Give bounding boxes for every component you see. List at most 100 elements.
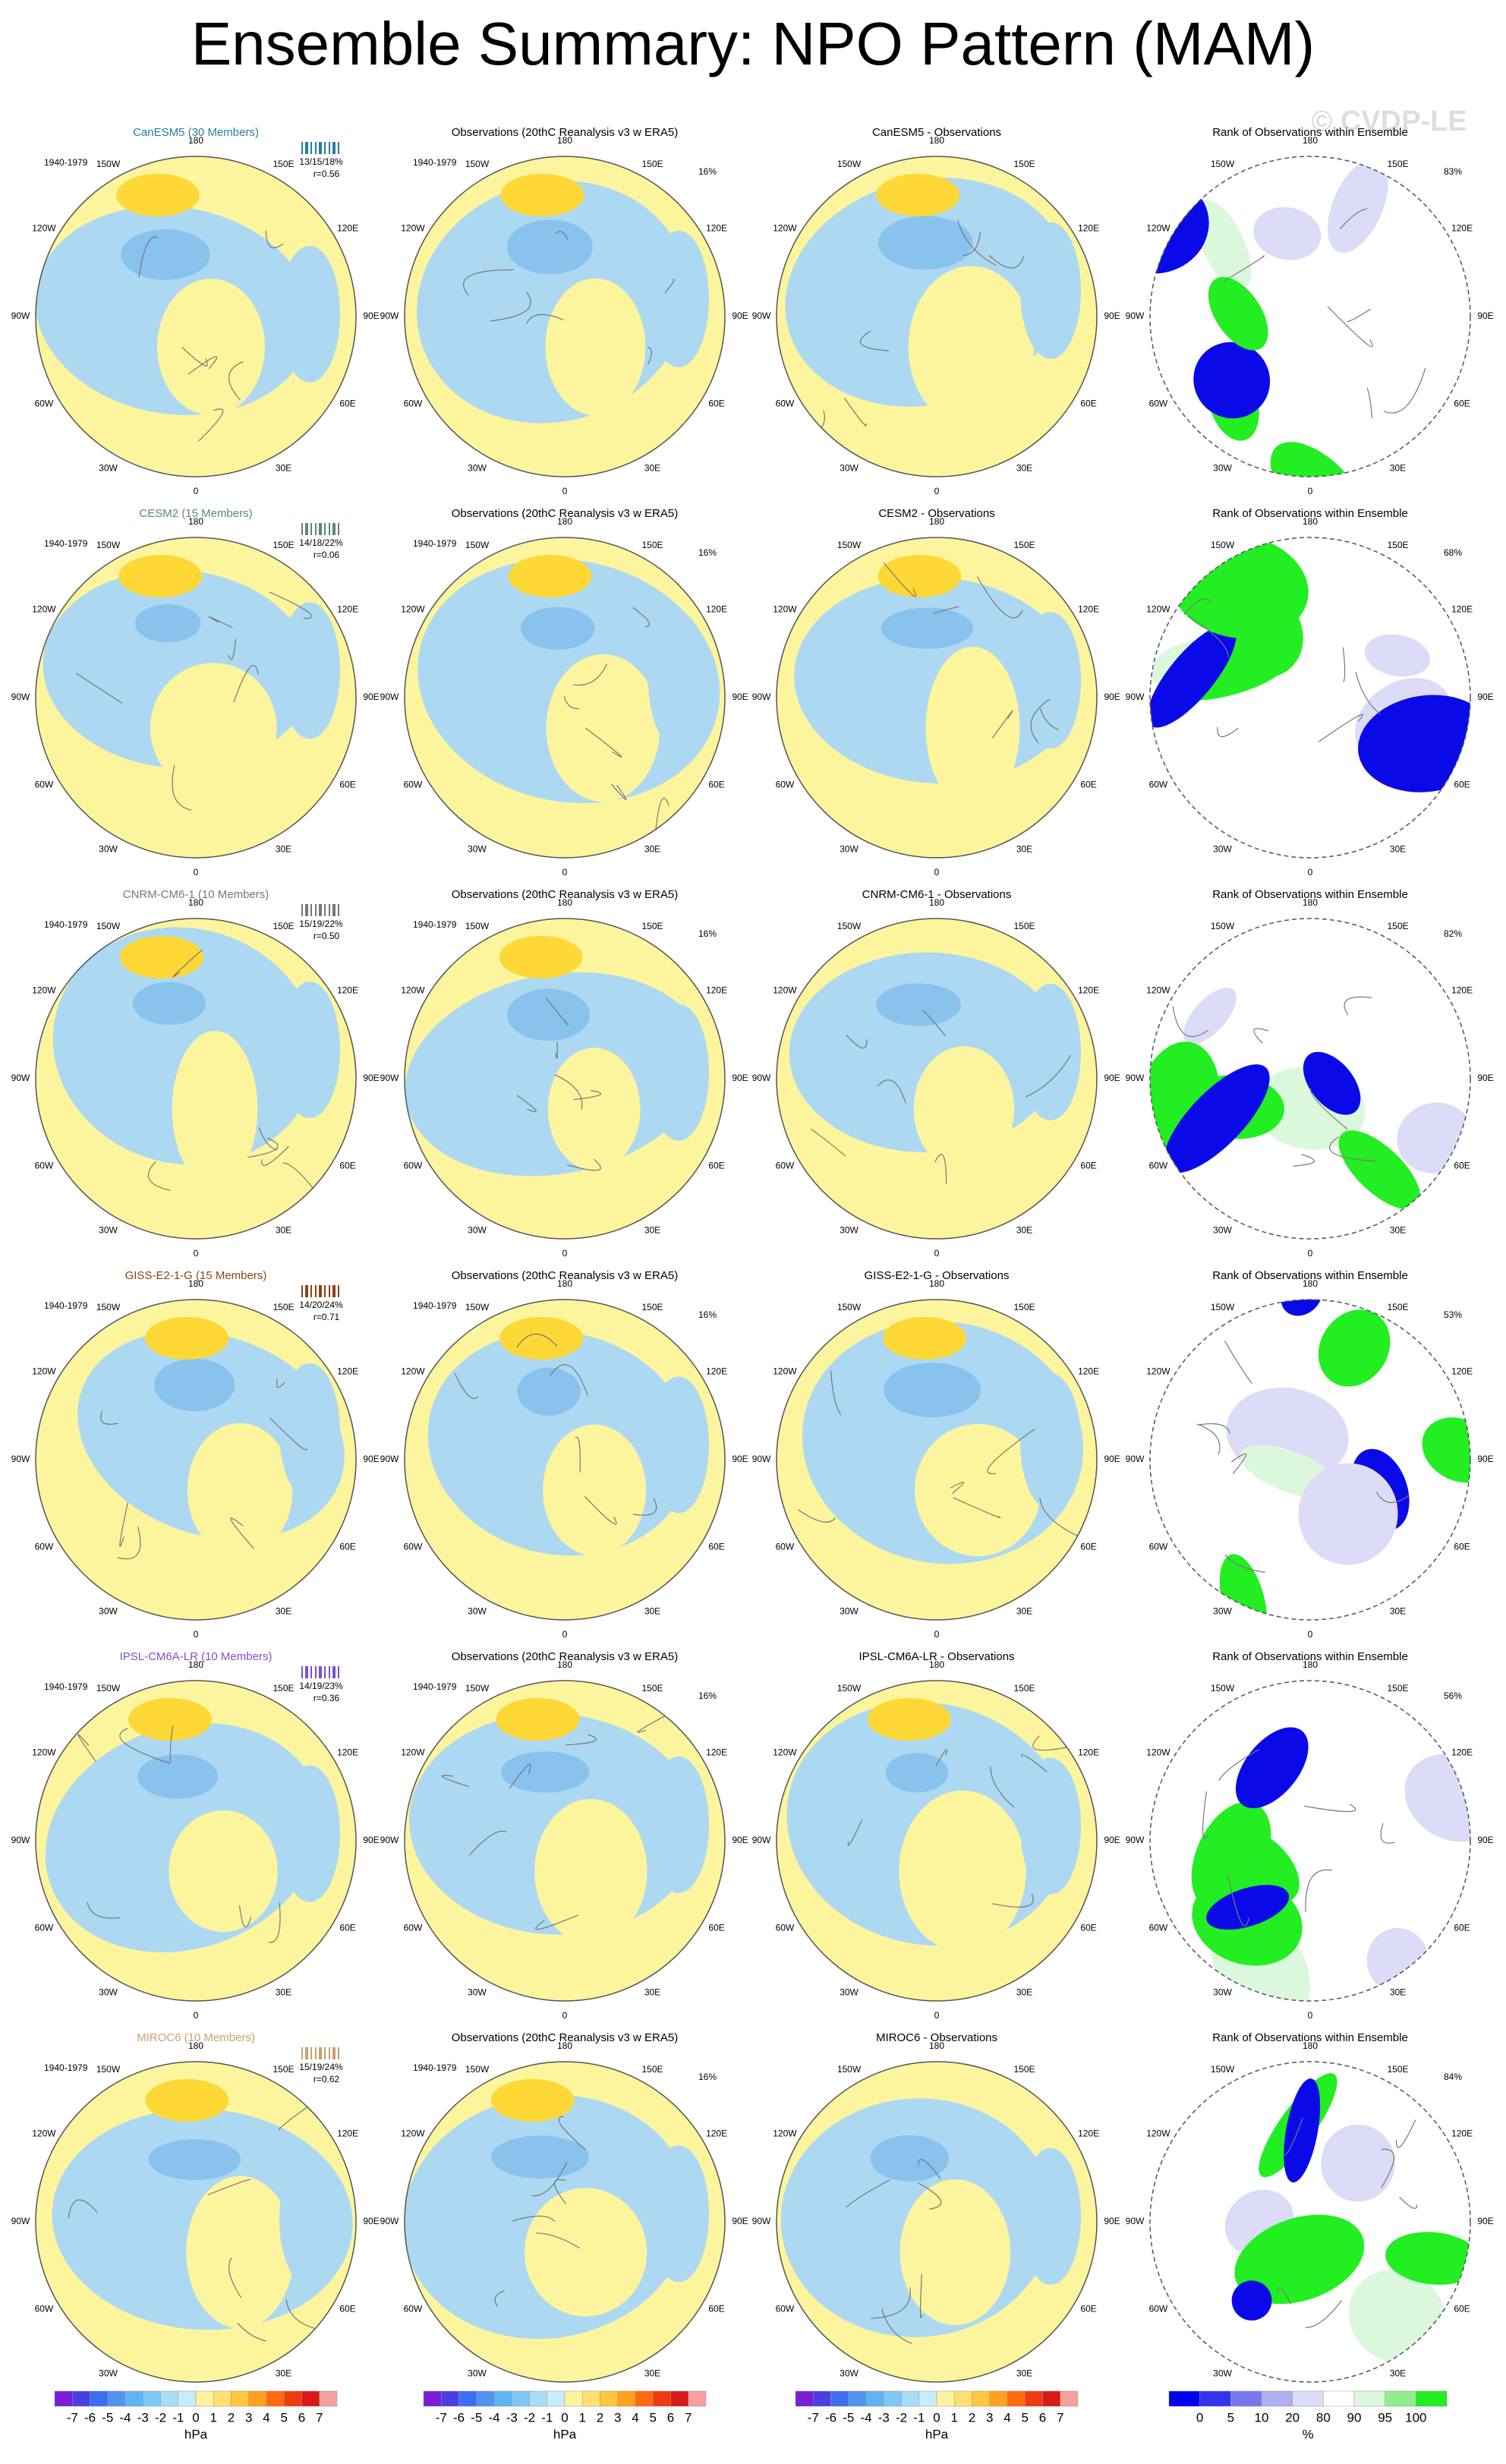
coastline — [988, 254, 1025, 269]
colorbar-box — [1060, 2390, 1079, 2407]
longitude-label: 120E — [1078, 985, 1099, 996]
colorbar-label: -5 — [843, 2410, 854, 2425]
longitude-label: 30E — [1016, 1987, 1032, 1997]
longitude-label: 90W — [1126, 1073, 1145, 1083]
longitude-label: 150W — [96, 921, 121, 931]
positive-region — [187, 1423, 293, 1558]
longitude-label: 30E — [1016, 1605, 1032, 1616]
longitude-label: 120E — [706, 1747, 727, 1758]
map-border — [776, 1680, 1098, 2002]
longitude-label: 0 — [1308, 867, 1313, 878]
colorbar-box — [512, 2390, 530, 2407]
longitude-label: 150E — [1387, 1683, 1408, 1694]
coastline — [1366, 387, 1373, 418]
panel-title: Rank of Observations within Ensemble — [1212, 1269, 1408, 1282]
negative-region — [1020, 1373, 1081, 1511]
longitude-label: 120W — [773, 223, 797, 234]
longitude-label: 0 — [934, 486, 940, 496]
rank-region — [1206, 1885, 1290, 1930]
longitude-label: 120W — [1146, 2128, 1170, 2139]
map-border — [404, 156, 726, 477]
longitude-label: 150E — [273, 1683, 294, 1694]
map — [1150, 918, 1470, 1239]
coastline — [1224, 1554, 1265, 1573]
colorbar-label: -5 — [471, 2410, 482, 2425]
longitude-label: 90E — [1104, 2216, 1120, 2226]
coastline — [1039, 1498, 1078, 1536]
colorbar-unit: hPa — [925, 2427, 949, 2441]
percent-label: 56% — [1444, 1690, 1462, 1701]
negative-region — [648, 1004, 709, 1141]
stats-label: 15/19/22% — [299, 918, 343, 929]
map-border — [776, 1299, 1098, 1621]
longitude-label: 30E — [276, 1987, 291, 1997]
longitude-label: 90E — [363, 310, 379, 321]
rank-region — [1303, 1051, 1361, 1115]
colorbar-label: 7 — [685, 2410, 692, 2425]
map-border — [404, 2061, 726, 2383]
rank-region — [1195, 200, 1252, 291]
colorbar-box — [90, 2390, 108, 2407]
coastline — [1218, 1749, 1260, 1781]
colorbar-label: -3 — [506, 2410, 518, 2425]
percent-label: 16% — [698, 928, 717, 939]
colorbar-label: 4 — [632, 2410, 638, 2425]
longitude-label: 0 — [934, 867, 940, 878]
percent-label: 16% — [698, 166, 717, 177]
correlation-label: r=0.36 — [313, 1693, 340, 1703]
coastline — [1318, 714, 1363, 742]
longitude-label: 180 — [1303, 2040, 1318, 2051]
longitude-label: 30W — [99, 2368, 118, 2378]
panel-title: Rank of Observations within Ensemble — [1212, 1650, 1408, 1663]
coastline — [1383, 367, 1426, 414]
longitude-label: 60E — [1080, 1923, 1096, 1933]
map-panel: 180 150E 120E 90E 60E 30E 0 30W 60W 90W 120W 150W CN… — [752, 888, 1120, 1259]
colorbar-box — [1168, 2390, 1200, 2407]
longitude-label: 90W — [380, 1073, 399, 1083]
longitude-label: 0 — [562, 1248, 568, 1259]
positive-core — [876, 174, 960, 216]
positive-region — [915, 1423, 1041, 1557]
rank-region — [1164, 1064, 1270, 1174]
map — [777, 1681, 1097, 2001]
coastline — [843, 398, 867, 427]
colorbar-label: -4 — [119, 2410, 131, 2425]
coastline — [172, 949, 203, 978]
colorbar-label: 2 — [597, 2410, 603, 2425]
stats-label: 15/19/24% — [299, 2062, 343, 2072]
colorbar-box — [617, 2390, 636, 2407]
longitude-label: 60W — [35, 2304, 54, 2314]
positive-core — [128, 1698, 213, 1741]
map-panel: 180 150E 120E 90E 60E 30E 0 30W 60W 90W 120W 150W Ca… — [11, 126, 380, 496]
coastline — [187, 356, 218, 375]
longitude-label: 30E — [1390, 1987, 1406, 1997]
longitude-label: 30W — [1213, 462, 1232, 473]
coastline — [1227, 1875, 1249, 1927]
longitude-label: 90E — [363, 2216, 379, 2226]
percent-label: 68% — [1444, 547, 1462, 558]
colorbar-label: -3 — [878, 2410, 890, 2425]
longitude-label: 60E — [708, 780, 724, 790]
colorbar-label: 3 — [614, 2410, 621, 2425]
longitude-label: 180 — [929, 1659, 944, 1670]
map-border — [404, 918, 726, 1240]
colorbar-box — [143, 2390, 161, 2407]
longitude-label: 150E — [641, 1683, 663, 1694]
longitude-label: 60W — [776, 1542, 795, 1552]
coastline — [1342, 647, 1346, 682]
colorbar-box — [423, 2390, 442, 2407]
map — [405, 1681, 725, 2001]
longitude-label: 60W — [404, 1542, 423, 1552]
panel-title: Rank of Observations within Ensemble — [1212, 2031, 1408, 2044]
longitude-label: 120W — [401, 985, 425, 996]
longitude-label: 120W — [773, 1366, 797, 1377]
colorbar-label: -3 — [137, 2410, 149, 2425]
percent-label: 53% — [1444, 1309, 1462, 1320]
colorbar-box — [954, 2390, 972, 2407]
longitude-label: 90E — [1477, 2216, 1493, 2226]
longitude-label: 120E — [1451, 223, 1473, 234]
longitude-label: 90W — [380, 692, 399, 702]
map — [405, 156, 725, 477]
map-border — [404, 537, 726, 859]
longitude-label: 30E — [644, 2368, 660, 2378]
